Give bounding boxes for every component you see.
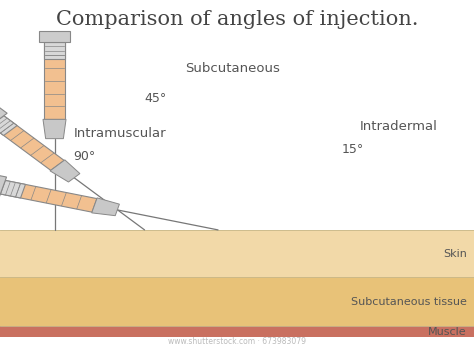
Text: Intramuscular: Intramuscular: [73, 127, 166, 140]
Polygon shape: [0, 180, 26, 198]
Text: Muscle: Muscle: [428, 327, 467, 337]
Polygon shape: [0, 174, 7, 197]
Bar: [0, 326, 474, 337]
Text: 90°: 90°: [73, 150, 96, 163]
Bar: [0, 277, 474, 326]
Text: 15°: 15°: [341, 143, 364, 156]
Polygon shape: [44, 42, 65, 59]
Text: www.shutterstock.com · 673983079: www.shutterstock.com · 673983079: [168, 337, 306, 346]
Text: Intradermal: Intradermal: [360, 120, 438, 133]
Polygon shape: [50, 160, 80, 182]
Text: Subcutaneous tissue: Subcutaneous tissue: [351, 297, 467, 307]
Polygon shape: [0, 116, 17, 135]
Polygon shape: [0, 116, 64, 170]
Text: Subcutaneous: Subcutaneous: [185, 62, 280, 75]
Bar: [0, 230, 474, 277]
Polygon shape: [39, 31, 70, 42]
Text: Skin: Skin: [443, 249, 467, 259]
Polygon shape: [0, 106, 7, 128]
Text: Comparison of angles of injection.: Comparison of angles of injection.: [56, 10, 418, 29]
Polygon shape: [91, 198, 119, 216]
Polygon shape: [44, 42, 65, 119]
Polygon shape: [43, 119, 66, 139]
Polygon shape: [0, 180, 97, 212]
Text: 45°: 45°: [145, 92, 167, 105]
